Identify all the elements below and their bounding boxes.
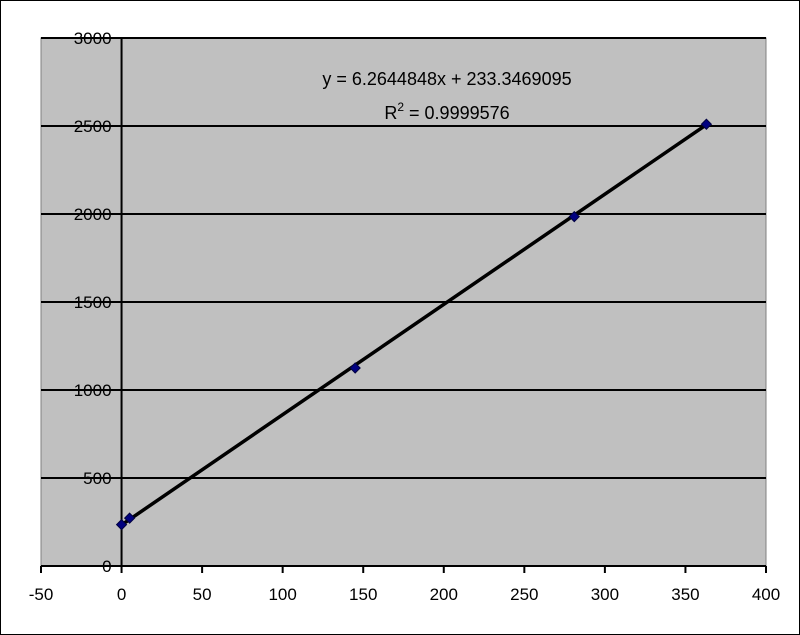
x-tick-label-100: 100 [268, 585, 296, 604]
r-squared-label: R2 = 0.9999576 [384, 100, 509, 123]
data-points [115, 118, 713, 531]
x-tick-label-400: 400 [752, 585, 780, 604]
r-squared-prefix: R [384, 103, 397, 123]
ticks: 0 500 1000 1500 2000 2500 3000 -50 0 50 100 150 200 2… [29, 29, 780, 604]
x-tick-label-0: 0 [117, 585, 126, 604]
trendline-group [119, 122, 709, 527]
y-tick-label-1500: 1500 [74, 293, 112, 312]
trendline [119, 122, 709, 527]
x-tick-label-200: 200 [430, 585, 458, 604]
x-tick-label--50: -50 [29, 585, 54, 604]
y-tick-label-0: 0 [102, 557, 111, 576]
x-tick-label-300: 300 [591, 585, 619, 604]
data-point-4 [700, 118, 713, 130]
y-tick-label-3000: 3000 [74, 29, 112, 48]
x-tick-label-350: 350 [671, 585, 699, 604]
x-tick-label-50: 50 [193, 585, 212, 604]
trendline-equation: y = 6.2644848x + 233.3469095 [322, 69, 571, 89]
x-tick-label-250: 250 [510, 585, 538, 604]
y-tick-label-1000: 1000 [74, 381, 112, 400]
y-tick-label-2000: 2000 [74, 205, 112, 224]
y-tick-label-500: 500 [83, 469, 111, 488]
data-point-0 [115, 518, 128, 531]
r-squared-value: = 0.9999576 [404, 103, 510, 123]
data-point-2 [349, 362, 361, 374]
x-tick-label-150: 150 [349, 585, 377, 604]
data-point-3 [568, 210, 580, 223]
gridlines [41, 37, 766, 479]
r-squared-superscript: 2 [397, 100, 404, 114]
y-tick-label-2500: 2500 [74, 117, 112, 136]
data-point-1 [123, 512, 136, 524]
